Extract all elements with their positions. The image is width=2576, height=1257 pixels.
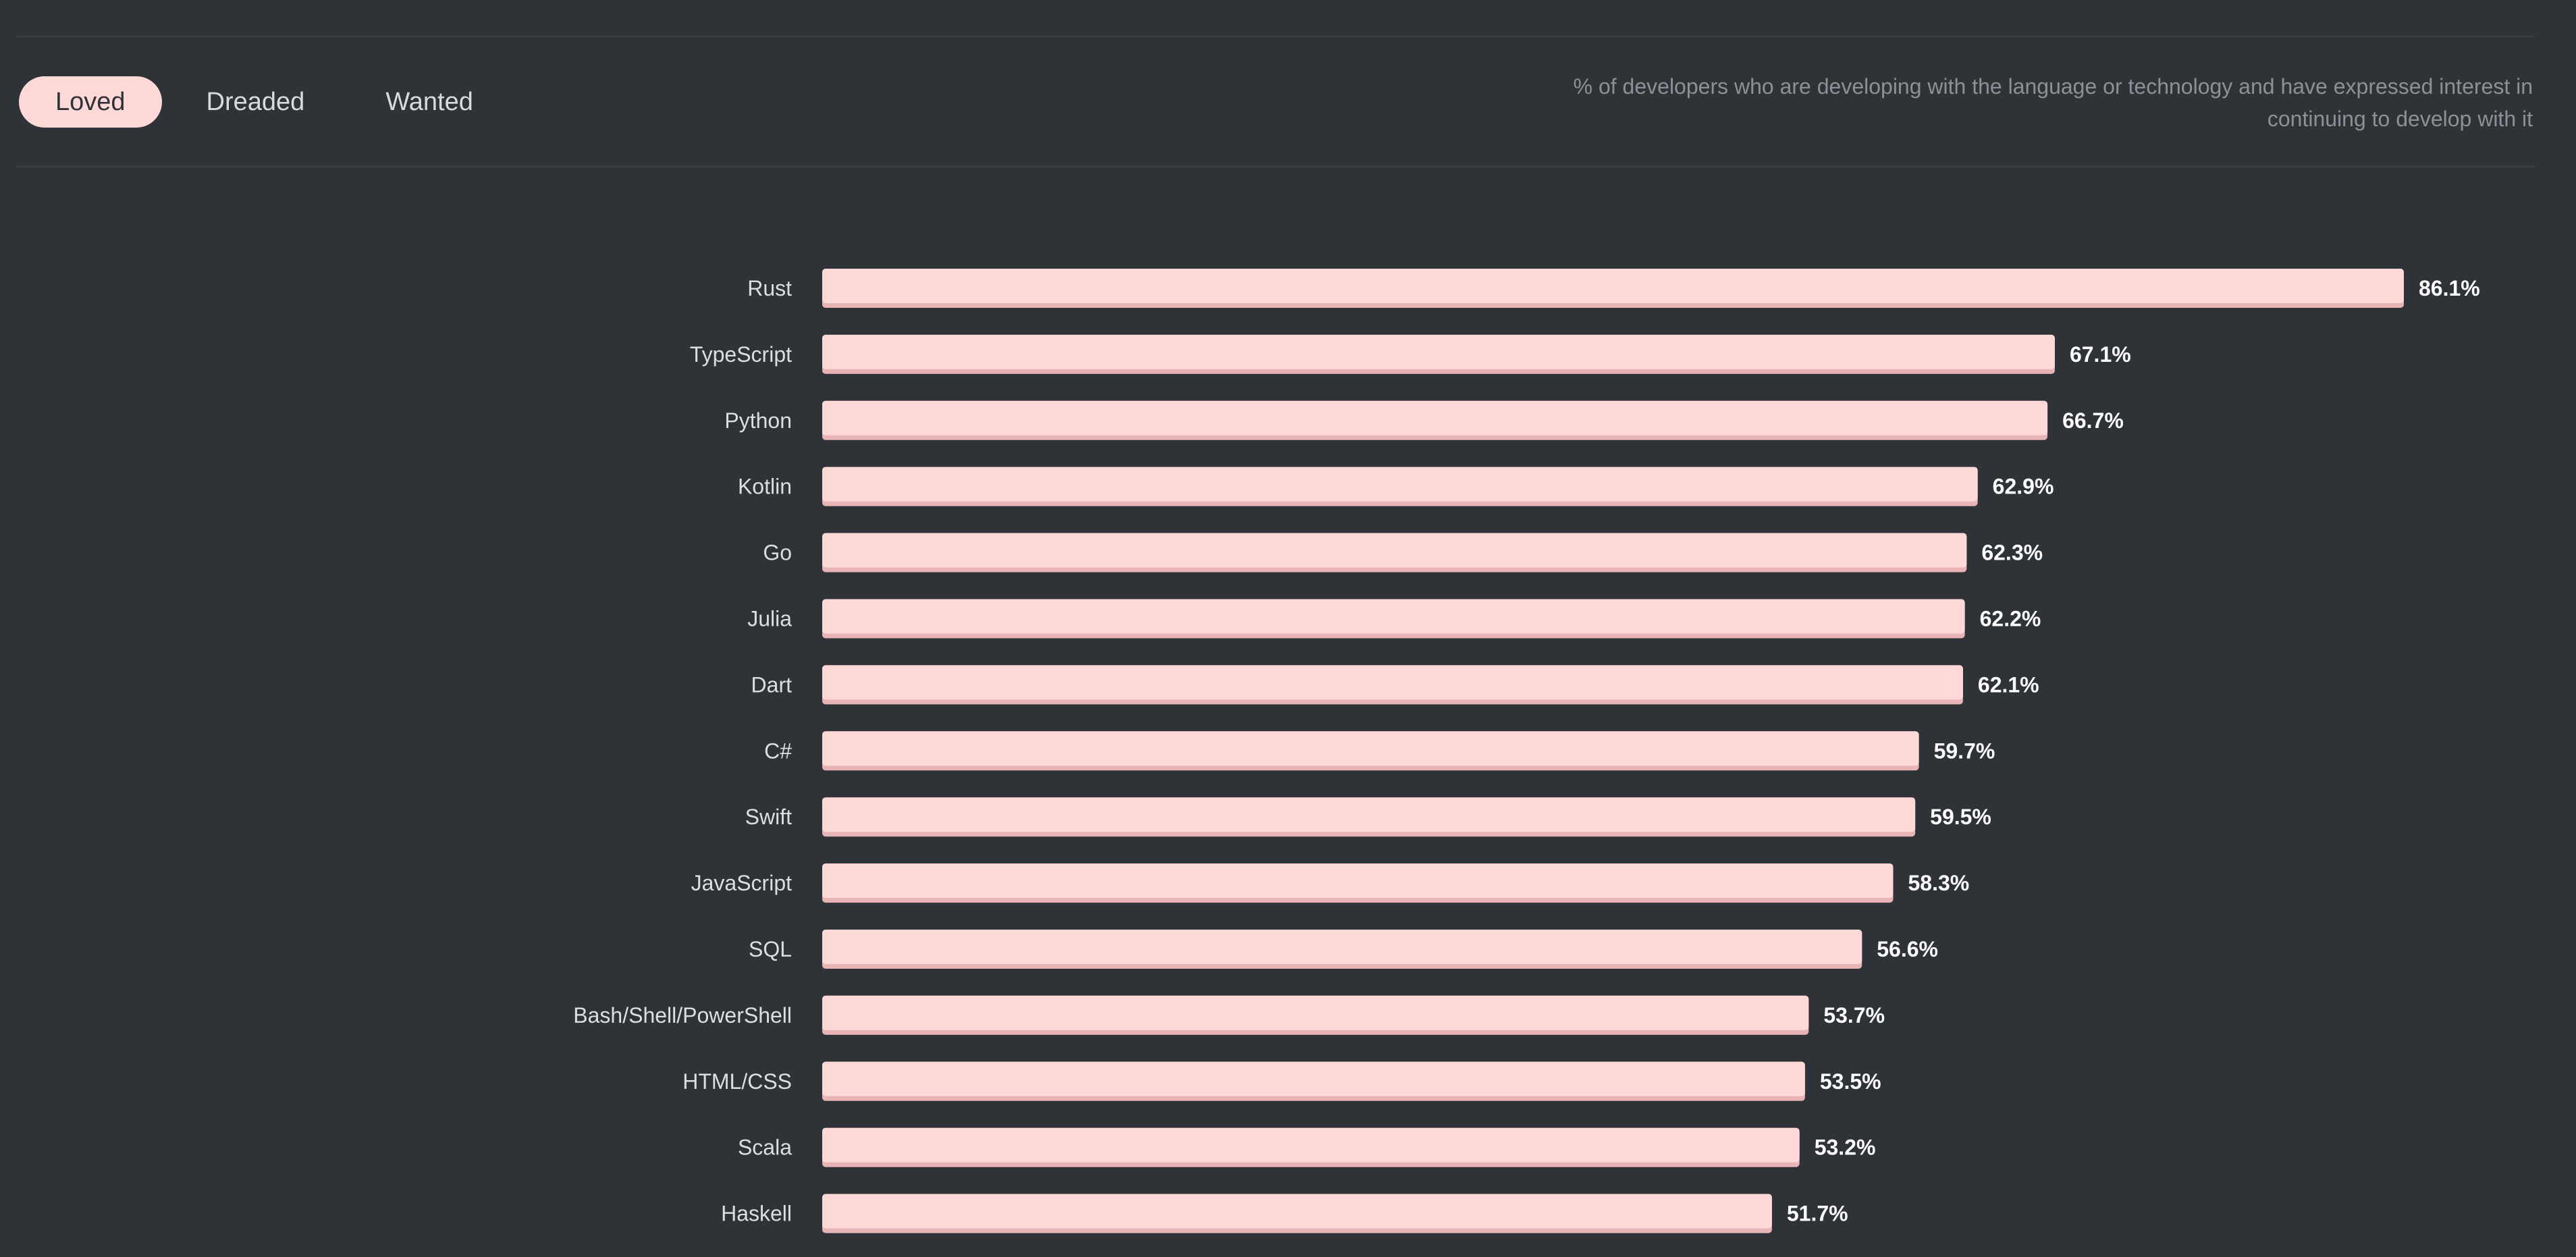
bar-row-10: SQL 56.6% — [749, 930, 1938, 969]
bar-row-12: HTML/CSS 53.5% — [682, 1061, 1881, 1101]
bar[interactable] — [822, 930, 1862, 964]
value-label: 51.7% — [1787, 1202, 1848, 1226]
bar[interactable] — [822, 1194, 1772, 1229]
bar[interactable] — [822, 269, 2404, 303]
bar-row-2: Python 66.7% — [724, 400, 2124, 440]
value-label: 62.2% — [1980, 607, 2041, 631]
category-label: Scala — [738, 1135, 792, 1160]
category-label: Haskell — [721, 1202, 792, 1226]
top-divider — [16, 36, 2534, 37]
bar[interactable] — [822, 533, 1967, 568]
bar[interactable] — [822, 334, 2055, 369]
bar[interactable] — [822, 400, 2048, 435]
category-label: SQL — [749, 937, 792, 961]
bar[interactable] — [822, 665, 1963, 700]
value-label: 67.1% — [2070, 342, 2131, 367]
chart-description: % of developers who are developing with … — [1573, 74, 2533, 131]
value-label: 86.1% — [2419, 276, 2480, 300]
value-label: 53.2% — [1815, 1135, 1876, 1160]
value-label: 56.6% — [1877, 937, 1938, 961]
category-label: Kotlin — [738, 475, 792, 499]
value-label: 62.3% — [1981, 541, 2043, 565]
bar-row-1: TypeScript 67.1% — [690, 334, 2131, 374]
bar-row-9: JavaScript 58.3% — [691, 863, 1969, 903]
category-label: Go — [763, 541, 792, 565]
category-label: Dart — [751, 672, 793, 697]
bar[interactable] — [822, 1061, 1805, 1096]
bar[interactable] — [822, 1127, 1800, 1162]
category-label: Swift — [745, 805, 792, 829]
category-label: JavaScript — [691, 871, 793, 895]
bar-row-6: Dart 62.1% — [751, 665, 2039, 705]
bar[interactable] — [822, 731, 1919, 766]
category-label: Julia — [747, 607, 792, 631]
value-label: 59.5% — [1930, 805, 1991, 829]
bar[interactable] — [822, 466, 1978, 502]
value-label: 53.7% — [1823, 1003, 1885, 1027]
bar[interactable] — [822, 797, 1916, 832]
bar-row-13: Scala 53.2% — [738, 1127, 1876, 1167]
category-label: Rust — [747, 276, 792, 300]
tab-loved[interactable]: Loved — [19, 76, 162, 128]
value-label: 53.5% — [1820, 1069, 1881, 1094]
bar-row-11: Bash/Shell/PowerShell 53.7% — [573, 995, 1885, 1035]
category-label: C# — [764, 739, 792, 763]
value-label: 66.7% — [2062, 408, 2124, 433]
tab-group: Loved Dreaded Wanted — [19, 76, 510, 128]
tab-dreaded[interactable]: Dreaded — [206, 88, 305, 116]
bar-row-8: Swift 59.5% — [745, 797, 1991, 837]
bar-row-14: Haskell 51.7% — [721, 1194, 1848, 1233]
bar-row-3: Kotlin 62.9% — [738, 466, 2054, 506]
category-label: Bash/Shell/PowerShell — [573, 1003, 792, 1027]
tab-wanted[interactable]: Wanted — [385, 88, 473, 116]
value-label: 59.7% — [1934, 739, 1995, 763]
bar-row-7: C# 59.7% — [764, 731, 1995, 771]
value-label: 62.1% — [1978, 672, 2039, 697]
bar[interactable] — [822, 599, 1965, 634]
value-label: 58.3% — [1908, 871, 1969, 895]
category-label: Python — [724, 408, 792, 433]
bar[interactable] — [822, 995, 1809, 1030]
bar-row-4: Go 62.3% — [763, 533, 2043, 572]
header-divider — [16, 166, 2534, 167]
category-label: HTML/CSS — [682, 1069, 792, 1094]
category-label: TypeScript — [690, 342, 792, 367]
bar-row-5: Julia 62.2% — [747, 599, 2041, 639]
bar[interactable] — [822, 863, 1894, 899]
value-label: 62.9% — [1993, 475, 2054, 499]
bar-row-0: Rust 86.1% — [747, 269, 2480, 308]
